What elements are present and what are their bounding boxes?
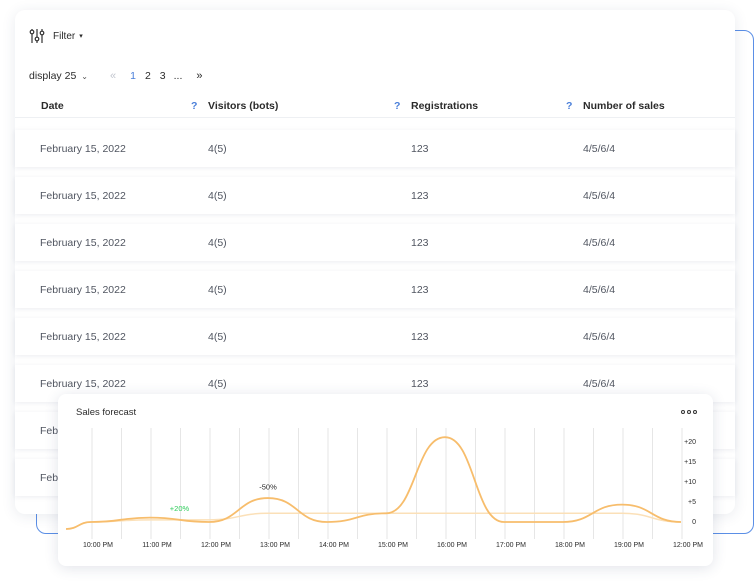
more-dots-icon[interactable] (681, 410, 697, 414)
help-icon-date[interactable]: ? (191, 100, 198, 112)
cell-date: February 15, 2022 (40, 331, 126, 343)
table-row[interactable]: February 15, 2022 4(5) 123 4/5/6/4 (15, 318, 735, 355)
table-header: Date ? Visitors (bots) ? Registrations ?… (15, 96, 735, 118)
header-visitors: Visitors (bots) (208, 100, 279, 112)
x-tick-label: 17:00 PM (496, 542, 526, 549)
cell-sales: 4/5/6/4 (583, 190, 616, 202)
chart-annotation: +20% (170, 504, 190, 513)
table-row[interactable]: February 15, 2022 4(5) 123 4/5/6/4 (15, 224, 735, 261)
x-tick-label: 16:00 PM (437, 542, 467, 549)
page-size-label: display 25 (29, 70, 77, 82)
cell-visitors: 4(5) (208, 284, 227, 296)
chart-annotation: -50% (259, 482, 277, 491)
sales-forecast-card: Sales forecast 10:00 PM 11:00 PM 12:00 PM 1… (58, 394, 713, 566)
series-line-main (65, 436, 682, 530)
x-tick-label: 19:00 PM (614, 542, 644, 549)
cell-registrations: 123 (411, 237, 429, 249)
cell-date: February 15, 2022 (40, 237, 126, 249)
help-icon-visitors[interactable]: ? (394, 100, 401, 112)
cell-registrations: 123 (411, 331, 429, 343)
forecast-chart: 10:00 PM 11:00 PM 12:00 PM 13:00 PM 14:00 PM… (65, 428, 703, 549)
cell-date: February 15, 2022 (40, 284, 126, 296)
filter-button[interactable]: Filter ▾ (29, 26, 83, 46)
pagination: display 25 ⌄ « 1 2 3 ... » (29, 68, 203, 84)
forecast-title: Sales forecast (76, 407, 137, 418)
y-tick-label: +20 (684, 439, 696, 446)
y-tick-label: +5 (688, 499, 696, 506)
x-tick-label: 13:00 PM (260, 542, 290, 549)
table-row[interactable]: February 15, 2022 4(5) 123 4/5/6/4 (15, 271, 735, 308)
chevron-down-icon: ⌄ (81, 71, 88, 81)
y-tick-label: 0 (692, 519, 696, 526)
table-row[interactable]: February 15, 2022 4(5) 123 4/5/6/4 (15, 130, 735, 167)
sliders-icon (29, 29, 45, 43)
header-registrations: Registrations (411, 100, 479, 112)
cell-visitors: 4(5) (208, 331, 227, 343)
page-ellipsis: ... (173, 70, 183, 82)
table-row[interactable]: February 15, 2022 4(5) 123 4/5/6/4 (15, 177, 735, 214)
cell-date: Febr (40, 425, 62, 437)
cell-visitors: 4(5) (208, 143, 227, 155)
cell-registrations: 123 (411, 284, 429, 296)
caret-down-icon: ▾ (79, 33, 83, 40)
x-tick-label: 15:00 PM (378, 542, 408, 549)
cell-registrations: 123 (411, 190, 429, 202)
cell-date: February 15, 2022 (40, 378, 126, 390)
cell-visitors: 4(5) (208, 378, 227, 390)
x-tick-label: 12:00 PM (201, 542, 231, 549)
cell-sales: 4/5/6/4 (583, 378, 616, 390)
header-date: Date (41, 100, 64, 112)
cell-visitors: 4(5) (208, 237, 227, 249)
cell-visitors: 4(5) (208, 190, 227, 202)
filter-label: Filter (53, 30, 76, 42)
cell-sales: 4/5/6/4 (583, 237, 616, 249)
x-tick-label: 14:00 PM (319, 542, 349, 549)
x-tick-label: 18:00 PM (555, 542, 585, 549)
y-tick-label: +15 (684, 459, 696, 466)
x-tick-label: 10:00 PM (83, 542, 113, 549)
cell-date: Febr (40, 472, 62, 484)
page-size-select[interactable]: display 25 ⌄ (29, 70, 88, 82)
help-icon-registrations[interactable]: ? (566, 100, 573, 112)
first-page-icon[interactable]: « (109, 70, 116, 82)
cell-sales: 4/5/6/4 (583, 331, 616, 343)
last-page-icon[interactable]: » (196, 70, 202, 82)
header-sales: Number of sales (583, 100, 665, 112)
cell-sales: 4/5/6/4 (583, 143, 616, 155)
page-2[interactable]: 2 (144, 70, 151, 82)
series-line-secondary (65, 512, 682, 530)
y-tick-label: +10 (684, 479, 696, 486)
cell-date: February 15, 2022 (40, 190, 126, 202)
cell-registrations: 123 (411, 143, 429, 155)
x-tick-label: 11:00 PM (142, 542, 172, 549)
page-3[interactable]: 3 (159, 70, 166, 82)
cell-date: February 15, 2022 (40, 143, 126, 155)
cell-sales: 4/5/6/4 (583, 284, 616, 296)
page-1[interactable]: 1 (130, 70, 136, 82)
cell-registrations: 123 (411, 378, 429, 390)
x-tick-label: 12:00 PM (673, 542, 703, 549)
